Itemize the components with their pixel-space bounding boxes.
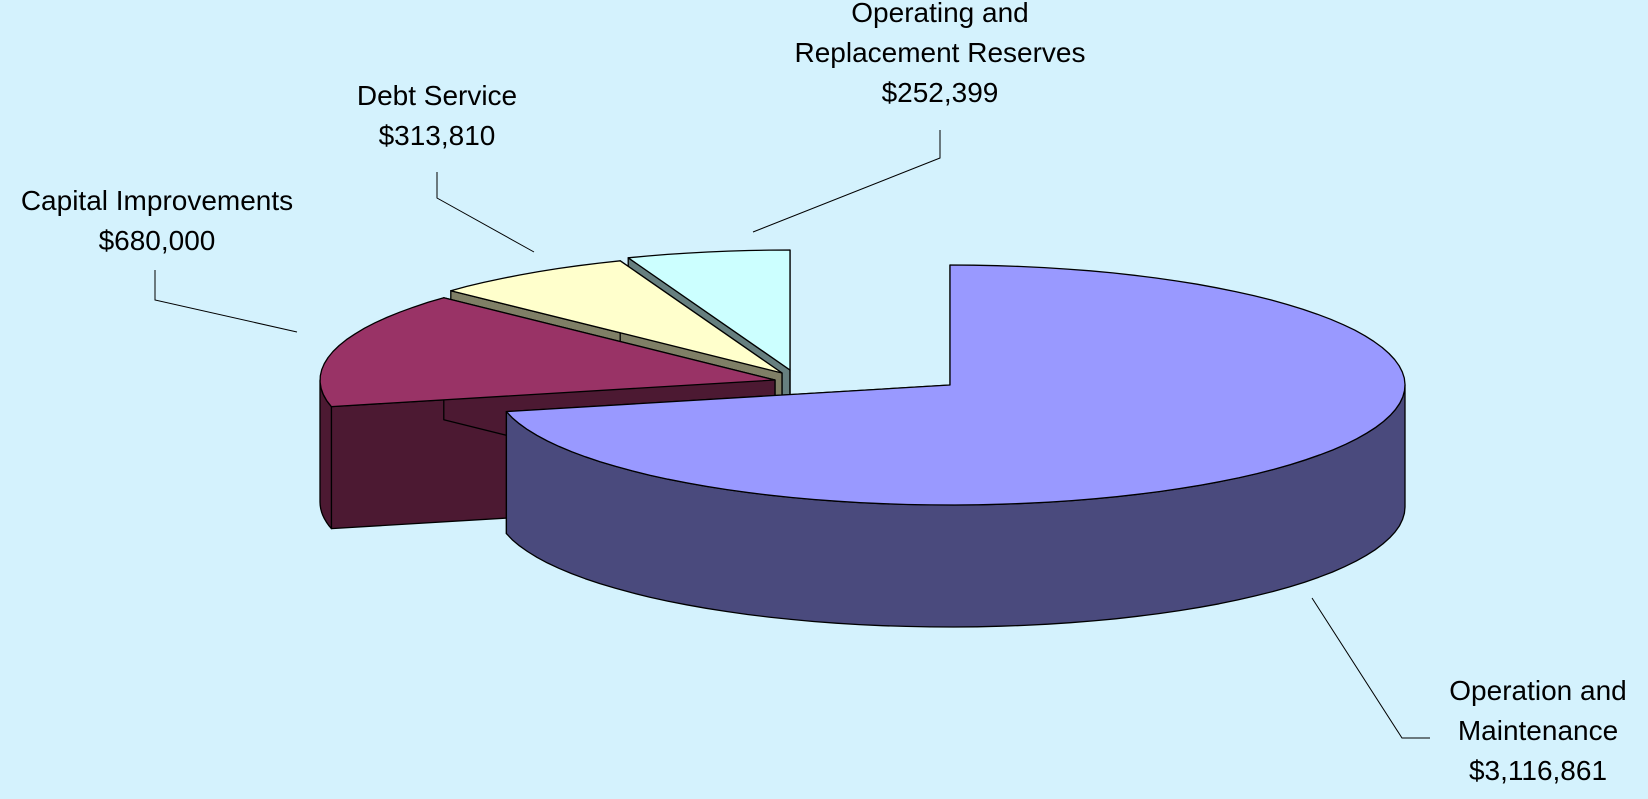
- leader-line-capital-improvements: [154, 270, 298, 333]
- data-label-capital-improvements: Capital Improvements $680,000: [21, 185, 293, 256]
- slice-operating-and-replacement-reserves: [627, 249, 791, 371]
- data-label-operating-and-replacement-reserves: Operating and Replacement Reserves $252,39…: [794, 0, 1085, 108]
- leader-lines: [154, 130, 1430, 739]
- data-label-value: $3,116,861: [1469, 755, 1607, 786]
- data-label-name: Maintenance: [1458, 715, 1618, 746]
- data-label-name: Operation and: [1449, 675, 1626, 706]
- data-labels: Operation and Maintenance $3,116,861 Capita…: [21, 0, 1627, 786]
- slice-debt-service: [450, 260, 783, 374]
- data-label-name: Capital Improvements: [21, 185, 293, 216]
- data-label-value: $313,810: [379, 120, 496, 151]
- leader-line-operation-and-maintenance: [1311, 597, 1430, 739]
- data-label-value: $252,399: [882, 77, 999, 108]
- leader-line-debt-service: [436, 172, 535, 253]
- data-label-name: Operating and: [851, 0, 1028, 28]
- leader-line-operating-and-replacement-reserves: [752, 130, 941, 233]
- slice-operation-and-maintenance: [505, 264, 1406, 506]
- data-label-debt-service: Debt Service $313,810: [357, 80, 517, 151]
- data-label-value: $680,000: [99, 225, 216, 256]
- slice-tops: [319, 249, 1406, 506]
- data-label-operation-and-maintenance: Operation and Maintenance $3,116,861: [1449, 675, 1626, 786]
- data-label-name: Debt Service: [357, 80, 517, 111]
- data-label-name: Replacement Reserves: [794, 37, 1085, 68]
- slice-capital-improvements: [319, 297, 776, 408]
